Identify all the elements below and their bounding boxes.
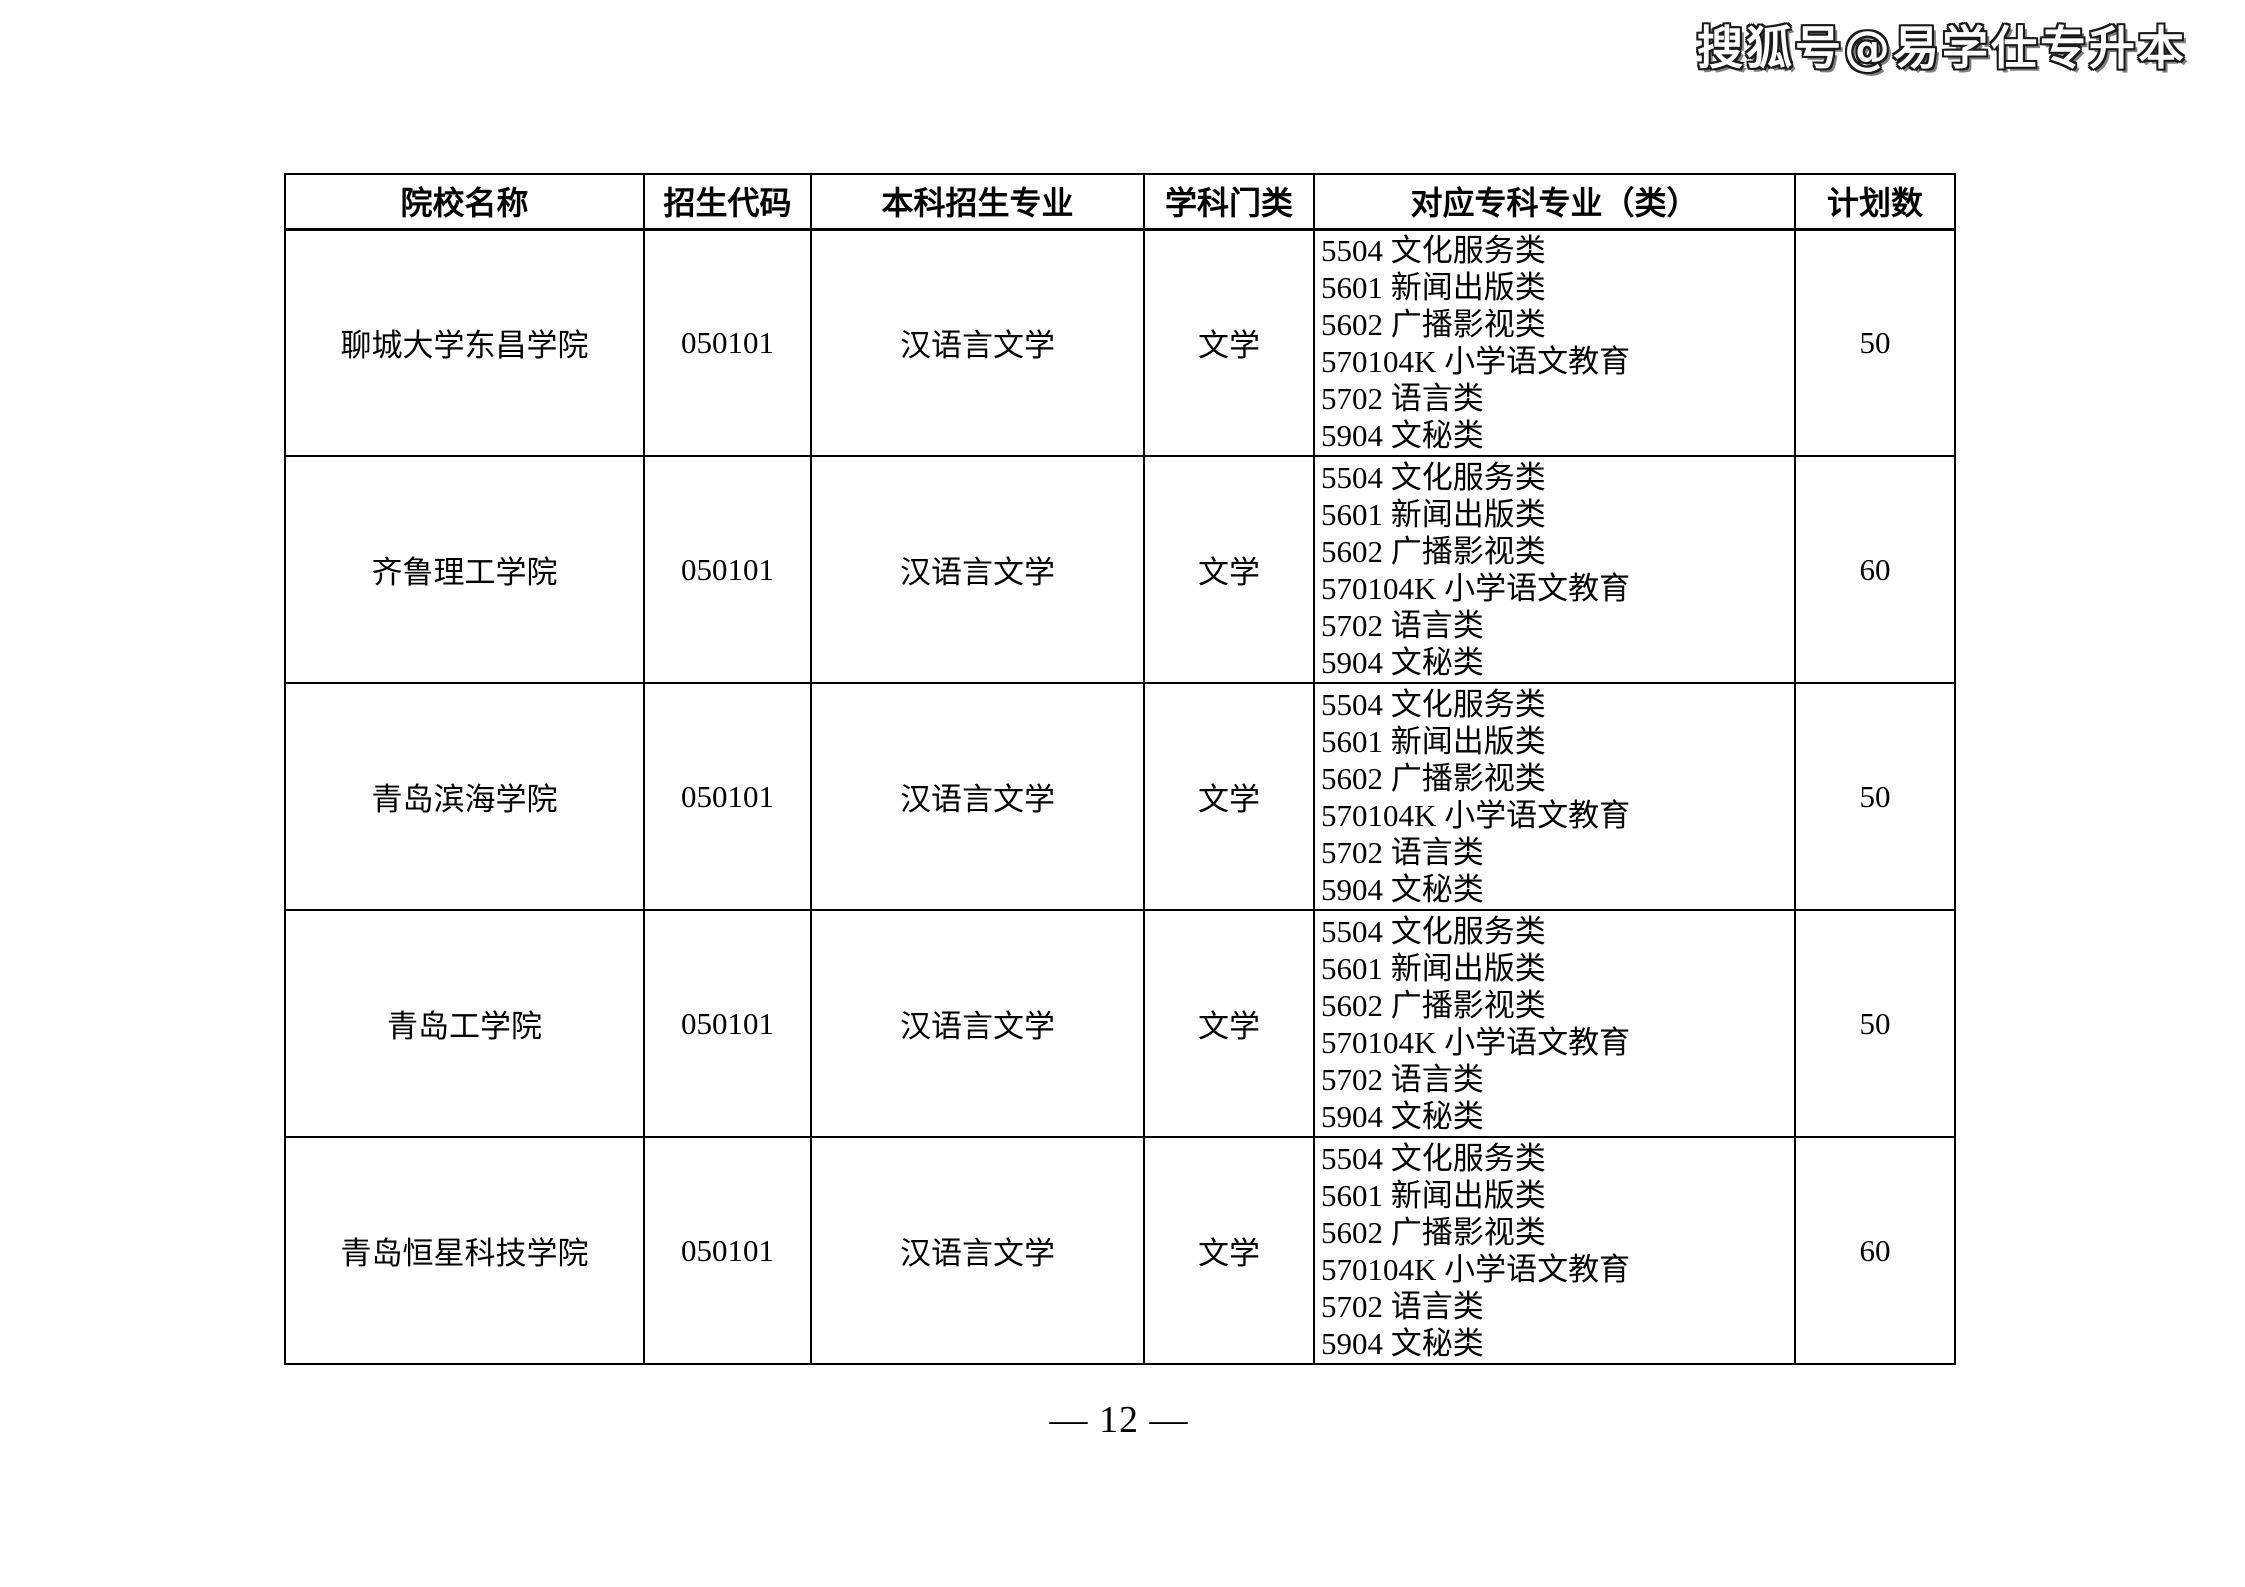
plan-count-cell: 50 bbox=[1794, 228, 1956, 457]
admission-code-cell: 050101 bbox=[643, 909, 812, 1138]
major-line: 5904 文秘类 bbox=[1321, 871, 1484, 907]
undergrad-major-cell: 汉语言文学 bbox=[810, 455, 1145, 684]
watermark: 搜狐号@易学仕专升本 bbox=[1697, 21, 2187, 75]
major-line: 5601 新闻出版类 bbox=[1321, 269, 1546, 305]
plan-count-cell: 50 bbox=[1794, 682, 1956, 911]
major-line: 570104K 小学语文教育 bbox=[1321, 797, 1631, 833]
discipline-category-cell: 文学 bbox=[1143, 682, 1315, 911]
discipline-category-cell: 文学 bbox=[1143, 455, 1315, 684]
plan-count-cell: 50 bbox=[1794, 909, 1956, 1138]
major-line: 5702 语言类 bbox=[1321, 834, 1484, 870]
major-line: 5904 文秘类 bbox=[1321, 644, 1484, 680]
plan-count-cell: 60 bbox=[1794, 455, 1956, 684]
major-line: 5904 文秘类 bbox=[1321, 1098, 1484, 1134]
column-header-plan-count: 计划数 bbox=[1794, 173, 1956, 231]
major-line: 5504 文化服务类 bbox=[1321, 913, 1546, 949]
undergrad-major-cell: 汉语言文学 bbox=[810, 228, 1145, 457]
admission-code-cell: 050101 bbox=[643, 1136, 812, 1365]
admission-code-cell: 050101 bbox=[643, 682, 812, 911]
major-line: 5904 文秘类 bbox=[1321, 417, 1484, 453]
school-name-cell: 齐鲁理工学院 bbox=[284, 455, 645, 684]
major-line: 5602 广播影视类 bbox=[1321, 1214, 1546, 1250]
discipline-category-cell: 文学 bbox=[1143, 1136, 1315, 1365]
column-header-undergrad-major: 本科招生专业 bbox=[810, 173, 1145, 231]
major-line: 570104K 小学语文教育 bbox=[1321, 1024, 1631, 1060]
table-row: 青岛工学院 050101 汉语言文学 文学 5504 文化服务类 5601 新闻… bbox=[284, 909, 1956, 1138]
school-name-cell: 聊城大学东昌学院 bbox=[284, 228, 645, 457]
major-line: 5504 文化服务类 bbox=[1321, 686, 1546, 722]
corresponding-majors-cell: 5504 文化服务类 5601 新闻出版类 5602 广播影视类 570104K… bbox=[1313, 682, 1796, 911]
major-line: 5602 广播影视类 bbox=[1321, 987, 1546, 1023]
undergrad-major-cell: 汉语言文学 bbox=[810, 1136, 1145, 1365]
major-line: 570104K 小学语文教育 bbox=[1321, 1251, 1631, 1287]
corresponding-majors-cell: 5504 文化服务类 5601 新闻出版类 5602 广播影视类 570104K… bbox=[1313, 228, 1796, 457]
page-number: — 12 — bbox=[1049, 1399, 1189, 1441]
corresponding-majors-cell: 5504 文化服务类 5601 新闻出版类 5602 广播影视类 570104K… bbox=[1313, 909, 1796, 1138]
admission-code-cell: 050101 bbox=[643, 455, 812, 684]
undergrad-major-cell: 汉语言文学 bbox=[810, 909, 1145, 1138]
major-line: 5504 文化服务类 bbox=[1321, 232, 1546, 268]
plan-count-cell: 60 bbox=[1794, 1136, 1956, 1365]
table-row: 齐鲁理工学院 050101 汉语言文学 文学 5504 文化服务类 5601 新… bbox=[284, 455, 1956, 684]
major-line: 5602 广播影视类 bbox=[1321, 760, 1546, 796]
discipline-category-cell: 文学 bbox=[1143, 228, 1315, 457]
corresponding-majors-cell: 5504 文化服务类 5601 新闻出版类 5602 广播影视类 570104K… bbox=[1313, 455, 1796, 684]
major-line: 5601 新闻出版类 bbox=[1321, 496, 1546, 532]
major-line: 5601 新闻出版类 bbox=[1321, 1177, 1546, 1213]
undergrad-major-cell: 汉语言文学 bbox=[810, 682, 1145, 911]
major-line: 5904 文秘类 bbox=[1321, 1325, 1484, 1361]
major-line: 5602 广播影视类 bbox=[1321, 306, 1546, 342]
major-line: 570104K 小学语文教育 bbox=[1321, 343, 1631, 379]
major-line: 5601 新闻出版类 bbox=[1321, 723, 1546, 759]
major-line: 5601 新闻出版类 bbox=[1321, 950, 1546, 986]
table-row: 青岛滨海学院 050101 汉语言文学 文学 5504 文化服务类 5601 新… bbox=[284, 682, 1956, 911]
column-header-discipline-category: 学科门类 bbox=[1143, 173, 1315, 231]
major-line: 5702 语言类 bbox=[1321, 1061, 1484, 1097]
admission-code-cell: 050101 bbox=[643, 228, 812, 457]
major-line: 5602 广播影视类 bbox=[1321, 533, 1546, 569]
major-line: 5702 语言类 bbox=[1321, 380, 1484, 416]
admissions-plan-table: 院校名称 招生代码 本科招生专业 学科门类 对应专科专业（类） 计划数 聊城大学… bbox=[284, 173, 1956, 1365]
corresponding-majors-cell: 5504 文化服务类 5601 新闻出版类 5602 广播影视类 570104K… bbox=[1313, 1136, 1796, 1365]
column-header-corresponding-majors: 对应专科专业（类） bbox=[1313, 173, 1796, 231]
major-line: 5702 语言类 bbox=[1321, 607, 1484, 643]
table-row: 青岛恒星科技学院 050101 汉语言文学 文学 5504 文化服务类 5601… bbox=[284, 1136, 1956, 1365]
school-name-cell: 青岛滨海学院 bbox=[284, 682, 645, 911]
table-row: 聊城大学东昌学院 050101 汉语言文学 文学 5504 文化服务类 5601… bbox=[284, 228, 1956, 457]
major-line: 570104K 小学语文教育 bbox=[1321, 570, 1631, 606]
major-line: 5504 文化服务类 bbox=[1321, 1140, 1546, 1176]
school-name-cell: 青岛工学院 bbox=[284, 909, 645, 1138]
column-header-school: 院校名称 bbox=[284, 173, 645, 231]
major-line: 5702 语言类 bbox=[1321, 1288, 1484, 1324]
school-name-cell: 青岛恒星科技学院 bbox=[284, 1136, 645, 1365]
discipline-category-cell: 文学 bbox=[1143, 909, 1315, 1138]
header-row: 院校名称 招生代码 本科招生专业 学科门类 对应专科专业（类） 计划数 bbox=[284, 173, 1956, 231]
column-header-admission-code: 招生代码 bbox=[643, 173, 812, 231]
major-line: 5504 文化服务类 bbox=[1321, 459, 1546, 495]
